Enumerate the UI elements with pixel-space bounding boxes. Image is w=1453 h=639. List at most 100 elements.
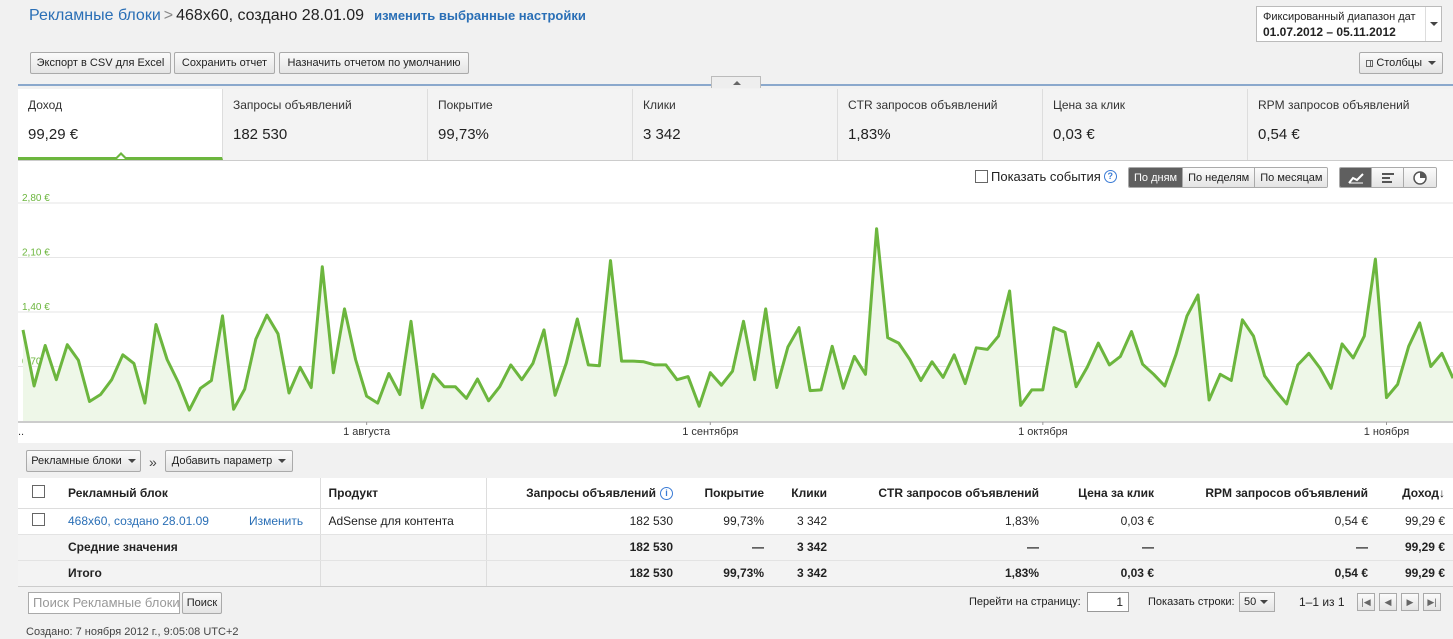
- columns-button[interactable]: Столбцы: [1359, 52, 1443, 74]
- chevron-down-icon: [127, 459, 136, 463]
- product-cell: AdSense для контента: [319, 508, 486, 535]
- chevron-down-icon: [278, 459, 287, 463]
- first-page-button[interactable]: |◀: [1357, 593, 1375, 611]
- metric-tab-rpm[interactable]: RPM запросов объявлений 0,54 €: [1248, 89, 1453, 160]
- add-parameter-dropdown[interactable]: Добавить параметр: [165, 450, 293, 472]
- dimension-dropdown[interactable]: Рекламные блоки: [26, 450, 141, 472]
- report-table: Рекламный блок Продукт Запросы объявлени…: [18, 478, 1453, 587]
- select-all-cell: [18, 478, 60, 509]
- metric-label: CTR запросов объявлений: [848, 98, 998, 112]
- chevron-down-icon: [1430, 22, 1438, 26]
- search-button[interactable]: Поиск: [182, 592, 222, 614]
- metric-tab-ctr[interactable]: CTR запросов объявлений 1,83%: [838, 89, 1043, 160]
- y-tick-label: 0,70 €: [22, 357, 50, 368]
- breadcrumb-raquo: »: [149, 454, 157, 470]
- col-clicks[interactable]: Клики: [772, 478, 835, 509]
- total-requests: 182 530: [485, 560, 681, 587]
- pie-chart-icon: [1413, 170, 1427, 185]
- revenue-chart[interactable]: 0,70 € 1,40 € 2,10 € 2,80 €.. 1 августа 1 сен…: [18, 193, 1453, 443]
- export-csv-button[interactable]: Экспорт в CSV для Excel: [30, 52, 171, 74]
- line-chart-button[interactable]: [1340, 168, 1372, 187]
- columns-label: Столбцы: [1376, 57, 1422, 69]
- rpm-cell: 0,54 €: [1162, 508, 1376, 535]
- help-icon[interactable]: ?: [1103, 170, 1117, 183]
- requests-cell: 182 530: [485, 508, 681, 535]
- col-requests-label: Запросы объявлений: [526, 485, 656, 500]
- metric-value: 1,83%: [848, 126, 891, 143]
- bar-chart-button[interactable]: [1372, 168, 1404, 187]
- col-product[interactable]: Продукт: [319, 478, 486, 509]
- chevron-down-icon: [1260, 600, 1269, 604]
- show-events-checkbox[interactable]: [975, 170, 988, 183]
- metric-label: RPM запросов объявлений: [1258, 98, 1410, 112]
- metric-tab-cpc[interactable]: Цена за клик 0,03 €: [1043, 89, 1248, 160]
- avg-rpm: —: [1162, 534, 1376, 561]
- change-settings-link[interactable]: изменить выбранные настройки: [374, 8, 586, 23]
- ad-unit-link[interactable]: 468x60, создано 28.01.09: [68, 514, 209, 528]
- collapse-toggle[interactable]: [711, 76, 761, 88]
- edit-link[interactable]: Изменить: [249, 514, 304, 528]
- metric-value: 99,29 €: [28, 126, 79, 143]
- col-revenue[interactable]: Доход↓: [1376, 478, 1453, 509]
- search-input[interactable]: Поиск Рекламные блоки: [28, 592, 180, 614]
- metric-label: Цена за клик: [1053, 98, 1126, 112]
- col-revenue-label: Доход: [1402, 485, 1439, 500]
- avg-requests: 182 530: [485, 534, 681, 561]
- metric-label: Запросы объявлений: [233, 98, 352, 112]
- by-week-button[interactable]: По неделям: [1183, 168, 1256, 187]
- metric-label: Клики: [643, 98, 676, 112]
- total-coverage: 99,73%: [681, 560, 772, 587]
- set-default-report-button[interactable]: Назначить отчетом по умолчанию: [279, 52, 469, 74]
- rows-per-page-select[interactable]: 50: [1239, 592, 1275, 612]
- page-number-input[interactable]: 1: [1087, 592, 1129, 612]
- metrics-bar: Доход 99,29 € Запросы объявлений 182 530…: [18, 89, 1453, 161]
- date-range-dropdown[interactable]: [1425, 7, 1441, 41]
- info-icon[interactable]: i: [660, 486, 673, 500]
- cpc-cell: 0,03 €: [1047, 508, 1162, 535]
- total-rpm: 0,54 €: [1162, 560, 1376, 587]
- metric-tab-revenue[interactable]: Доход 99,29 €: [18, 89, 223, 160]
- metric-label: Доход: [28, 98, 63, 112]
- breadcrumb-root-link[interactable]: Рекламные блоки: [29, 7, 161, 24]
- bar-chart-icon: [1381, 172, 1394, 183]
- total-clicks: 3 342: [772, 560, 835, 587]
- metric-tab-clicks[interactable]: Клики 3 342: [633, 89, 838, 160]
- col-requests[interactable]: Запросы объявлений i: [485, 478, 681, 509]
- date-range-picker[interactable]: Фиксированный диапазон дат 01.07.2012 – …: [1256, 6, 1442, 42]
- metric-value: 99,73%: [438, 126, 489, 143]
- metric-tab-coverage[interactable]: Покрытие 99,73%: [428, 89, 633, 160]
- total-revenue: 99,29 €: [1376, 560, 1453, 587]
- x-tick-label: 1 сентября: [682, 426, 738, 438]
- dimension-label: Рекламные блоки: [31, 455, 122, 467]
- metric-label: Покрытие: [438, 98, 493, 112]
- metric-value: 3 342: [643, 126, 681, 143]
- last-page-button[interactable]: ▶|: [1423, 593, 1441, 611]
- row-checkbox[interactable]: [32, 513, 45, 526]
- col-ad-unit[interactable]: Рекламный блок: [60, 478, 320, 509]
- table-footer: Поиск Рекламные блоки Поиск Перейти на с…: [18, 586, 1453, 616]
- col-rpm[interactable]: RPM запросов объявлений: [1162, 478, 1376, 509]
- ctr-cell: 1,83%: [835, 508, 1047, 535]
- y-tick-label: 1,40 €: [22, 302, 50, 313]
- avg-cpc: —: [1047, 534, 1162, 561]
- revenue-series-line: [21, 227, 1453, 412]
- next-page-button[interactable]: ▶: [1401, 593, 1419, 611]
- by-month-button[interactable]: По месяцам: [1255, 168, 1328, 187]
- chevron-up-icon: [733, 81, 741, 85]
- show-events-toggle[interactable]: Показать события ?: [975, 169, 1117, 184]
- metric-tab-requests[interactable]: Запросы объявлений 182 530: [223, 89, 428, 160]
- date-range-value: 01.07.2012 – 05.11.2012: [1263, 25, 1396, 39]
- col-coverage[interactable]: Покрытие: [681, 478, 772, 509]
- select-all-checkbox[interactable]: [32, 484, 45, 498]
- col-cpc[interactable]: Цена за клик: [1047, 478, 1162, 509]
- save-report-button[interactable]: Сохранить отчет: [174, 52, 275, 74]
- prev-page-button[interactable]: ◀: [1379, 593, 1397, 611]
- clicks-cell: 3 342: [772, 508, 835, 535]
- by-day-button[interactable]: По дням: [1129, 168, 1184, 187]
- total-cpc: 0,03 €: [1047, 560, 1162, 587]
- pie-chart-button[interactable]: [1404, 168, 1436, 187]
- col-ctr[interactable]: CTR запросов объявлений: [835, 478, 1047, 509]
- show-rows-label: Показать строки:: [1148, 596, 1235, 608]
- avg-ctr: —: [835, 534, 1047, 561]
